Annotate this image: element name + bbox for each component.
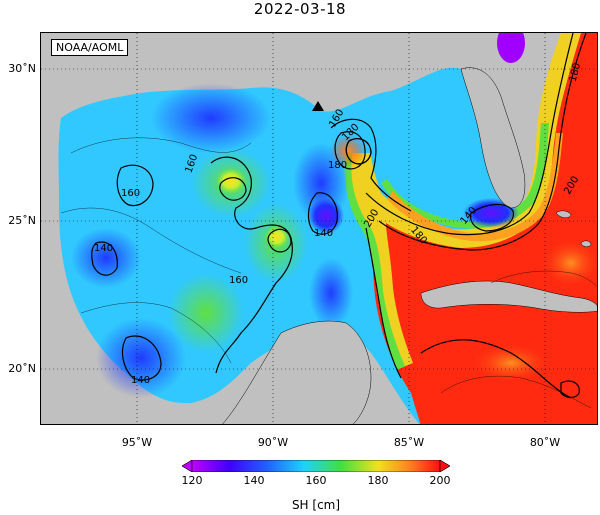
contour-lines xyxy=(91,33,587,399)
contour-label-group: 160 160 160 140 140 140 160 180 200 180 … xyxy=(94,62,583,386)
lon-label-85w: 85˚W xyxy=(393,436,425,449)
contour-label: 140 xyxy=(131,375,150,386)
yucatan-peninsula xyxy=(222,320,372,424)
lat-label-25n: 25˚N xyxy=(8,214,36,227)
sea-height-map: 160 160 160 140 140 140 160 180 200 180 … xyxy=(40,32,598,425)
colorbar xyxy=(182,460,450,472)
colorbar-label: SH [cm] xyxy=(291,498,341,512)
bahamas-islands xyxy=(555,210,592,247)
colorbar-tick: 200 xyxy=(429,474,451,487)
lat-label-30n: 30˚N xyxy=(8,62,36,75)
contour-label: 140 xyxy=(94,243,113,254)
station-marker xyxy=(312,101,324,111)
contour-label: 140 xyxy=(314,228,333,239)
thin-contours xyxy=(60,137,597,409)
credit-label: NOAA/AOML xyxy=(51,39,129,56)
colorbar-tick: 180 xyxy=(367,474,389,487)
cuba-island xyxy=(420,280,597,313)
graticule xyxy=(41,33,597,424)
lon-label-80w: 80˚W xyxy=(529,436,561,449)
colorbar-tick: 160 xyxy=(305,474,327,487)
lat-label-20n: 20˚N xyxy=(8,362,36,375)
contour-label: 160 xyxy=(121,188,140,199)
florida-peninsula xyxy=(460,67,526,209)
colorbar-tick: 120 xyxy=(181,474,203,487)
map-canvas: 160 160 160 140 140 140 160 180 200 180 … xyxy=(41,33,597,424)
colorbar-tick: 140 xyxy=(243,474,265,487)
contour-label: 180 xyxy=(568,62,584,83)
contour-label: 180 xyxy=(328,160,347,171)
map-title: 2022-03-18 xyxy=(253,0,347,18)
lon-label-95w: 95˚W xyxy=(121,436,153,449)
contour-label: 160 xyxy=(229,275,248,286)
lon-label-90w: 90˚W xyxy=(257,436,289,449)
warm-water-east xyxy=(361,33,597,424)
